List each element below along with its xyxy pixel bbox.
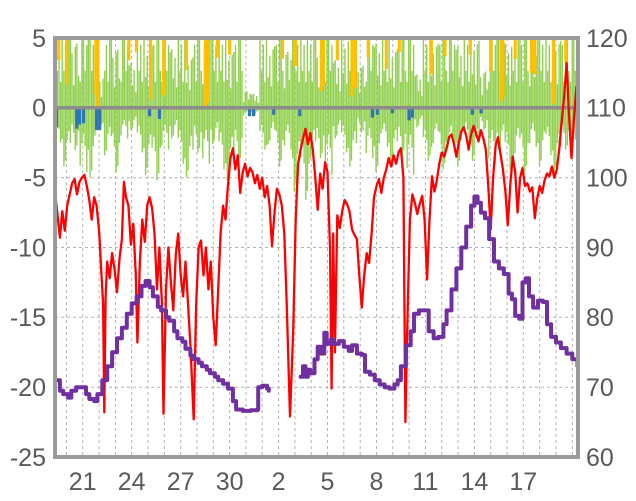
svg-text:0: 0: [32, 95, 46, 123]
svg-text:2: 2: [272, 468, 286, 496]
svg-text:-5: -5: [24, 164, 46, 192]
svg-text:-20: -20: [10, 374, 46, 402]
svg-text:14: 14: [460, 468, 488, 496]
svg-text:-25: -25: [10, 444, 46, 472]
svg-text:100: 100: [586, 164, 628, 192]
svg-text:90: 90: [586, 234, 614, 262]
x-axis-ticks: 21 24 27 30 2 5 8 11 14 17: [69, 468, 537, 496]
svg-text:60: 60: [586, 444, 614, 472]
svg-text:11: 11: [412, 468, 438, 496]
svg-text:5: 5: [321, 468, 335, 496]
right-axis-ticks: 120 110 100 90 80 70 60: [586, 25, 628, 472]
svg-text:27: 27: [167, 468, 195, 496]
svg-text:110: 110: [586, 95, 626, 123]
svg-text:17: 17: [509, 468, 537, 496]
snow-depth-line: [55, 194, 578, 413]
svg-text:120: 120: [586, 25, 628, 53]
svg-text:70: 70: [586, 374, 614, 402]
svg-text:5: 5: [32, 25, 46, 53]
svg-text:30: 30: [216, 468, 244, 496]
svg-text:-10: -10: [10, 234, 46, 262]
svg-text:21: 21: [69, 468, 97, 496]
svg-text:-15: -15: [10, 304, 46, 332]
svg-text:8: 8: [370, 468, 384, 496]
orange-bars-series: [57, 38, 568, 110]
plot-border: [53, 36, 580, 459]
svg-text:24: 24: [118, 468, 146, 496]
svg-text:80: 80: [586, 304, 614, 332]
left-axis-ticks: 5 0 -5 -10 -15 -20 -25: [10, 25, 46, 472]
